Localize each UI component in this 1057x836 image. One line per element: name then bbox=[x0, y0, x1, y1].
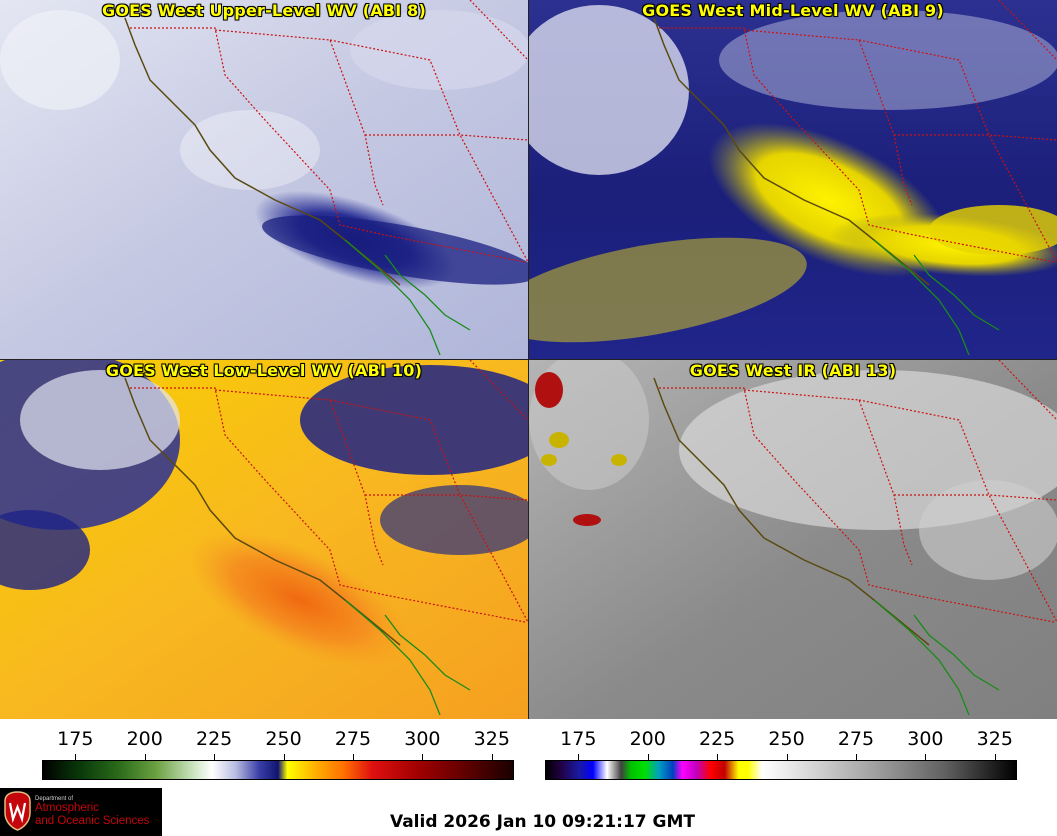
colorbar-tick-mark bbox=[578, 754, 580, 760]
colorbar-tick-mark bbox=[75, 754, 77, 760]
upper-level-wv-panel: GOES West Upper-Level WV (ABI 8) bbox=[0, 0, 528, 359]
colorbar-tick-label: 325 bbox=[976, 728, 1013, 750]
colorbar-tick-label: 275 bbox=[837, 728, 875, 750]
colorbar-tick-label: 325 bbox=[473, 728, 510, 750]
wv-colorbar-ticks: 175 200 225 250 275 300 325 bbox=[42, 728, 514, 760]
colorbar-tick-mark bbox=[855, 754, 857, 760]
colorbar-tick-label: 300 bbox=[404, 728, 441, 750]
colorbar-tick-mark bbox=[144, 754, 146, 760]
logo-name: Atmospheric and Oceanic Sciences bbox=[35, 802, 149, 828]
colorbar-tick-label: 175 bbox=[57, 728, 94, 750]
colorbar-tick-mark bbox=[647, 754, 649, 760]
uw-seal-icon bbox=[4, 791, 31, 831]
colorbar-tick-mark bbox=[786, 754, 788, 760]
colorbar-tick-label: 300 bbox=[907, 728, 944, 750]
colorbar-tick-mark bbox=[214, 754, 216, 760]
colorbar-tick-label: 250 bbox=[265, 728, 302, 750]
low-level-wv-image bbox=[0, 360, 528, 719]
ir-colorbar bbox=[545, 760, 1017, 780]
mid-level-wv-panel: GOES West Mid-Level WV (ABI 9) bbox=[529, 0, 1057, 359]
colorbar-tick-label: 200 bbox=[126, 728, 163, 750]
wv-colorbar bbox=[42, 760, 514, 780]
ir-panel: GOES West IR (ABI 13) bbox=[529, 360, 1057, 719]
horizontal-divider bbox=[0, 359, 1057, 360]
logo-department: Department of bbox=[35, 796, 74, 802]
colorbar-tick-mark bbox=[925, 754, 927, 760]
logo-line-3: and Oceanic Sciences bbox=[35, 815, 150, 827]
ir-image bbox=[529, 360, 1057, 719]
colorbar-tick-mark bbox=[994, 754, 996, 760]
colorbar-tick-label: 225 bbox=[699, 728, 736, 750]
colorbar-tick-label: 275 bbox=[334, 728, 372, 750]
low-level-wv-panel: GOES West Low-Level WV (ABI 10) bbox=[0, 360, 528, 719]
colorbar-tick-mark bbox=[422, 754, 424, 760]
logo-line-2: Atmospheric bbox=[35, 802, 99, 814]
colorbar-tick-mark bbox=[717, 754, 719, 760]
upper-level-wv-image bbox=[0, 0, 528, 359]
colorbar-tick-label: 250 bbox=[768, 728, 805, 750]
ir-colorbar-ticks: 175 200 225 250 275 300 325 bbox=[545, 728, 1017, 760]
mid-level-wv-image bbox=[529, 0, 1057, 359]
aos-logo: Department of Atmospheric and Oceanic Sc… bbox=[0, 788, 162, 836]
colorbar-tick-mark bbox=[352, 754, 354, 760]
colorbar-tick-label: 200 bbox=[629, 728, 666, 750]
colorbar-tick-label: 225 bbox=[196, 728, 233, 750]
valid-time: Valid 2026 Jan 10 09:21:17 GMT bbox=[389, 812, 696, 832]
colorbar-tick-mark bbox=[283, 754, 285, 760]
colorbar-tick-mark bbox=[491, 754, 493, 760]
colorbar-tick-label: 175 bbox=[560, 728, 597, 750]
